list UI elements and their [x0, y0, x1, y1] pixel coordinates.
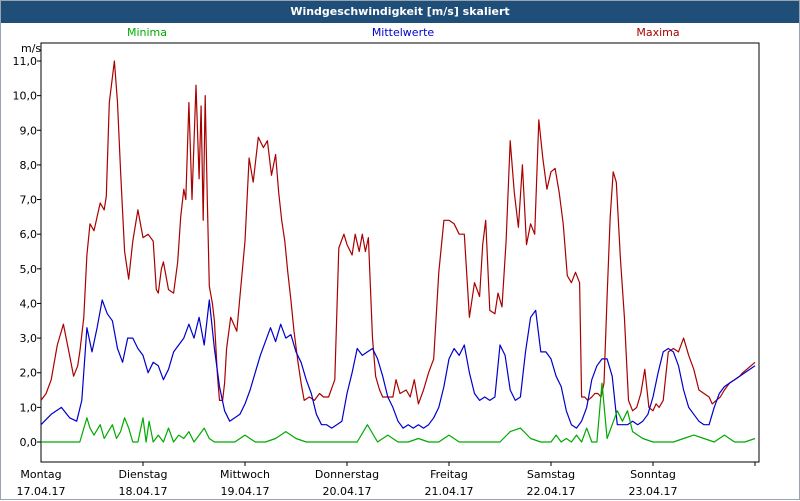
- legend-max: Maxima: [636, 26, 679, 39]
- y-tick-label: 7,0: [20, 194, 38, 207]
- x-day-date: 17.04.17: [17, 485, 66, 498]
- y-tick-label: 6,0: [20, 228, 38, 241]
- x-day-name: Mittwoch: [220, 468, 270, 481]
- x-day-date: 21.04.17: [425, 485, 474, 498]
- series-line-max: [40, 60, 756, 412]
- chart-title: Windgeschwindigkeit [m/s] skaliert: [1, 1, 799, 23]
- y-tick-label: 11,0: [13, 55, 38, 68]
- y-tick-label: 10,0: [13, 90, 38, 103]
- y-tick-label: 3,0: [20, 332, 38, 345]
- x-day-name: Montag: [20, 468, 61, 481]
- axes: [37, 42, 760, 466]
- y-axis-unit: m/s: [21, 42, 41, 55]
- series-line-mean: [40, 299, 756, 429]
- x-day-date: 19.04.17: [221, 485, 270, 498]
- y-tick-label: 5,0: [20, 263, 38, 276]
- x-day-date: 20.04.17: [323, 485, 372, 498]
- y-tick-label: 9,0: [20, 124, 38, 137]
- x-day-date: 23.04.17: [629, 485, 678, 498]
- series-group: [40, 60, 756, 443]
- labels: 0,0 1,0 2,0 3,0 4,0 5,0 6,0 7,0 8,0 9,0 10,0 11,0m/…: [13, 26, 680, 498]
- y-tick-label: 0,0: [20, 436, 38, 449]
- x-day-name: Freitag: [430, 468, 468, 481]
- x-day-name: Donnerstag: [315, 468, 379, 481]
- x-day-date: 22.04.17: [527, 485, 576, 498]
- plot-area: [40, 42, 760, 463]
- x-day-date: 18.04.17: [119, 485, 168, 498]
- y-tick-label: 4,0: [20, 297, 38, 310]
- x-day-name: Dienstag: [118, 468, 167, 481]
- y-tick-label: 2,0: [20, 367, 38, 380]
- y-tick-label: 8,0: [20, 159, 38, 172]
- x-day-name: Sonntag: [630, 468, 676, 481]
- x-day-name: Samstag: [527, 468, 575, 481]
- series-line-min: [41, 382, 756, 443]
- legend-mean: Mittelwerte: [372, 26, 435, 39]
- y-tick-label: 1,0: [20, 401, 38, 414]
- legend-min: Minima: [127, 26, 167, 39]
